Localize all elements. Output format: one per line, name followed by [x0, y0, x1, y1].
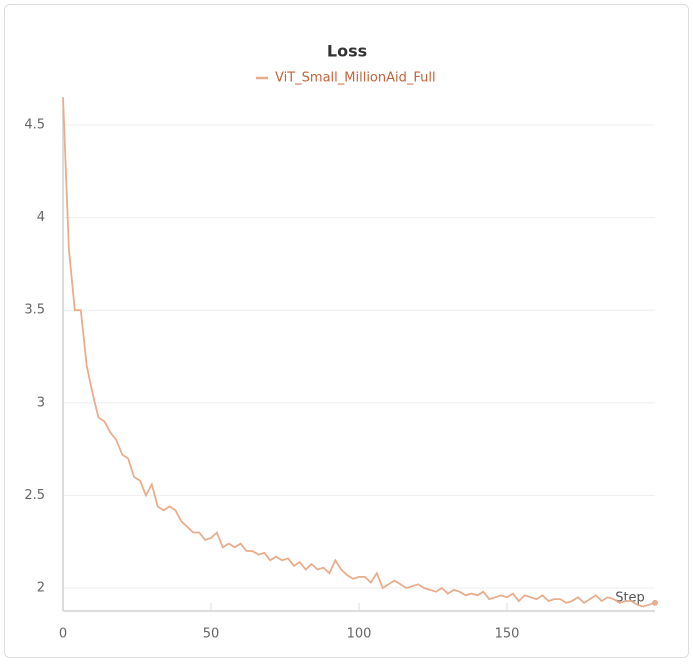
y-tick-label: 3 — [37, 395, 45, 410]
chart-title: Loss — [327, 42, 367, 61]
x-tick-label: 150 — [495, 627, 520, 642]
x-tick-label: 0 — [59, 627, 67, 642]
x-tick-label: 50 — [203, 627, 220, 642]
y-tick-label: 4 — [37, 210, 45, 225]
panel — [4, 4, 689, 658]
y-tick-label: 2.5 — [24, 488, 45, 503]
y-tick-label: 4.5 — [24, 118, 45, 133]
x-tick-label: 100 — [347, 627, 372, 642]
last-point — [652, 599, 658, 606]
legend-label: ViT_Small_MillionAid_Full — [275, 71, 436, 86]
y-tick-label: 2 — [37, 581, 45, 596]
loss-line — [62, 97, 656, 608]
y-tick-label: 3.5 — [24, 303, 45, 318]
